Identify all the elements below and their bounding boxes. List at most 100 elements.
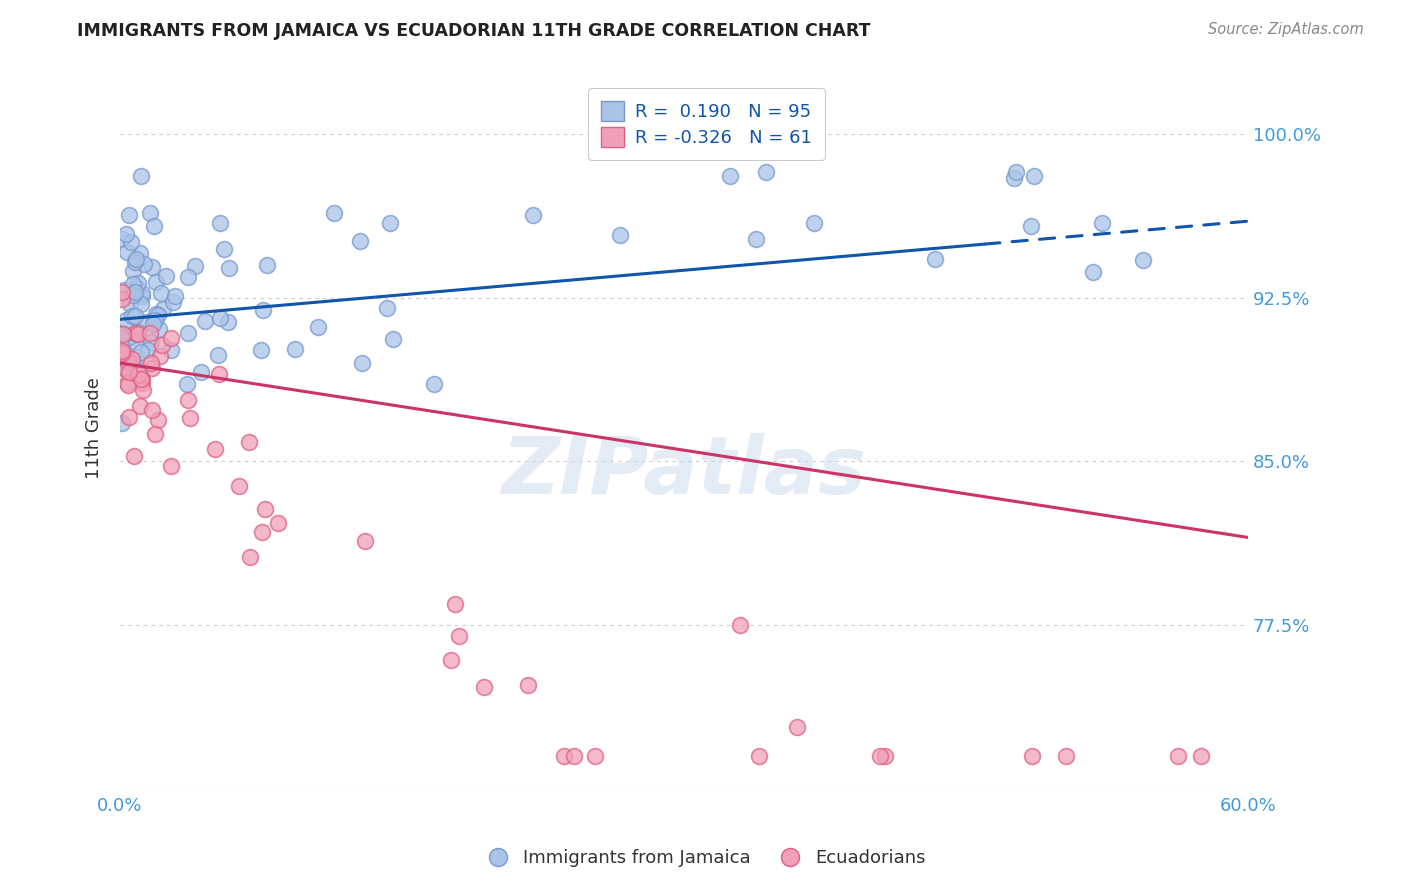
Point bbox=[354, 533, 377, 548]
Point bbox=[111, 285, 134, 299]
Point bbox=[217, 315, 239, 329]
Point bbox=[449, 629, 471, 643]
Point bbox=[142, 317, 165, 331]
Point bbox=[115, 245, 138, 260]
Point bbox=[118, 330, 141, 344]
Point bbox=[129, 345, 152, 359]
Point bbox=[1002, 171, 1025, 186]
Point bbox=[1022, 169, 1045, 183]
Point bbox=[444, 597, 467, 611]
Point bbox=[129, 169, 152, 183]
Point bbox=[128, 245, 150, 260]
Point bbox=[118, 365, 141, 379]
Point bbox=[381, 332, 404, 346]
Point bbox=[177, 326, 200, 340]
Point bbox=[127, 351, 149, 365]
Point bbox=[143, 427, 166, 442]
Point bbox=[129, 372, 152, 386]
Point bbox=[132, 257, 155, 271]
Point bbox=[124, 255, 146, 269]
Point bbox=[1021, 748, 1043, 763]
Point bbox=[1019, 219, 1042, 234]
Point bbox=[117, 378, 139, 392]
Point bbox=[786, 720, 808, 734]
Point bbox=[190, 365, 212, 379]
Point bbox=[522, 208, 544, 222]
Text: ZIPatlas: ZIPatlas bbox=[502, 433, 866, 510]
Point bbox=[128, 366, 150, 380]
Point bbox=[141, 356, 163, 370]
Point bbox=[423, 377, 446, 392]
Point bbox=[125, 326, 148, 340]
Point bbox=[162, 295, 184, 310]
Point bbox=[472, 680, 495, 694]
Point bbox=[111, 358, 134, 372]
Point bbox=[128, 368, 150, 382]
Point bbox=[145, 276, 167, 290]
Point bbox=[122, 353, 145, 368]
Point bbox=[111, 293, 134, 307]
Point bbox=[131, 372, 153, 386]
Point bbox=[267, 516, 290, 531]
Point bbox=[204, 442, 226, 457]
Point bbox=[873, 748, 896, 763]
Point bbox=[125, 281, 148, 295]
Point bbox=[803, 216, 825, 230]
Point bbox=[209, 310, 232, 325]
Point bbox=[111, 346, 134, 360]
Point bbox=[1167, 748, 1189, 763]
Point bbox=[111, 416, 134, 430]
Point bbox=[112, 283, 135, 297]
Point bbox=[562, 748, 585, 763]
Point bbox=[111, 330, 134, 344]
Point bbox=[308, 320, 330, 334]
Point bbox=[124, 252, 146, 266]
Point bbox=[115, 361, 138, 376]
Point bbox=[516, 678, 538, 692]
Point bbox=[250, 524, 273, 539]
Point bbox=[141, 360, 163, 375]
Point bbox=[177, 393, 200, 408]
Point bbox=[125, 326, 148, 341]
Point bbox=[150, 337, 173, 351]
Point bbox=[1091, 215, 1114, 229]
Point bbox=[142, 219, 165, 234]
Point bbox=[127, 368, 149, 382]
Point bbox=[208, 367, 231, 381]
Point bbox=[127, 277, 149, 291]
Point bbox=[755, 164, 778, 178]
Point bbox=[120, 235, 142, 249]
Point bbox=[150, 286, 173, 301]
Point bbox=[132, 384, 155, 398]
Point bbox=[146, 308, 169, 322]
Point bbox=[350, 356, 373, 370]
Point bbox=[127, 325, 149, 339]
Point bbox=[111, 232, 134, 246]
Text: Source: ZipAtlas.com: Source: ZipAtlas.com bbox=[1208, 22, 1364, 37]
Point bbox=[159, 459, 181, 474]
Legend: R =  0.190   N = 95, R = -0.326   N = 61: R = 0.190 N = 95, R = -0.326 N = 61 bbox=[588, 88, 825, 160]
Point bbox=[135, 315, 157, 329]
Point bbox=[141, 402, 163, 417]
Point bbox=[228, 479, 250, 493]
Point bbox=[122, 263, 145, 277]
Point bbox=[730, 617, 752, 632]
Point bbox=[176, 270, 198, 285]
Point bbox=[131, 285, 153, 300]
Point bbox=[609, 228, 631, 243]
Point bbox=[121, 277, 143, 291]
Point bbox=[252, 302, 274, 317]
Point bbox=[125, 334, 148, 349]
Point bbox=[118, 297, 141, 311]
Point bbox=[111, 343, 134, 358]
Point bbox=[163, 288, 186, 302]
Point bbox=[141, 260, 163, 274]
Point bbox=[160, 343, 183, 357]
Point bbox=[115, 376, 138, 391]
Point bbox=[148, 322, 170, 336]
Point bbox=[323, 206, 346, 220]
Point bbox=[184, 260, 207, 274]
Point bbox=[179, 410, 201, 425]
Point bbox=[553, 748, 575, 763]
Point bbox=[145, 308, 167, 322]
